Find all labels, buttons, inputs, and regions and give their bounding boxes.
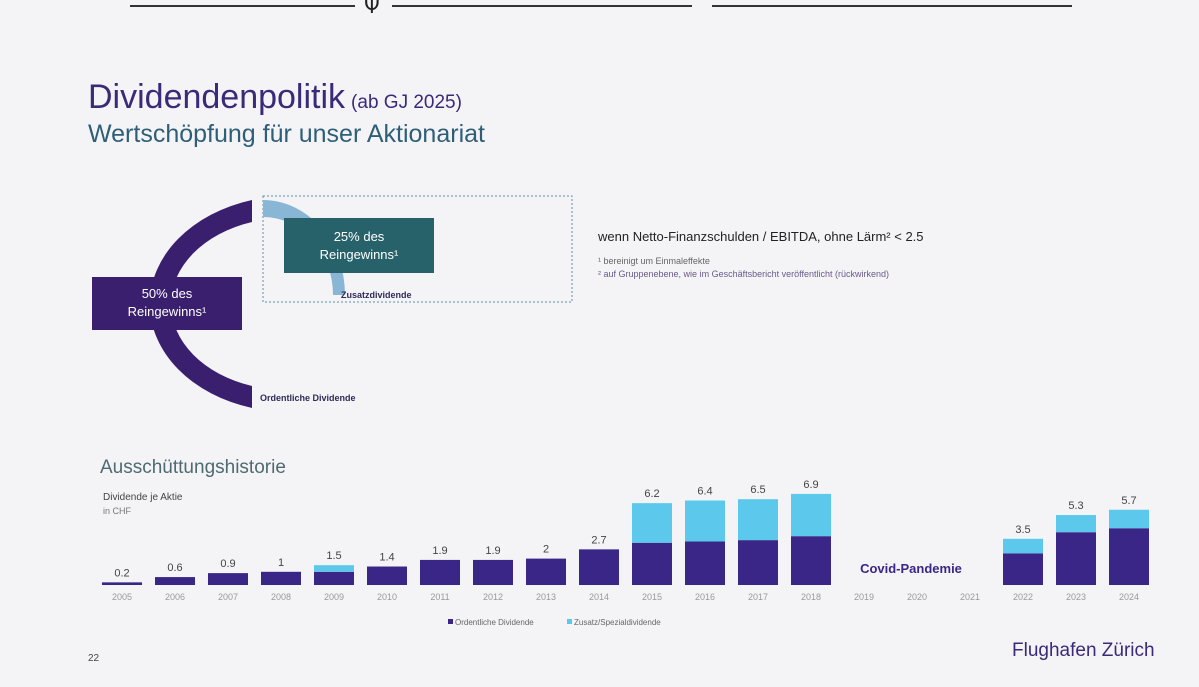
bars-group: 0.2 2005 0.6 2006 0.9 2007 1 2008 1.5 2009 1.4 2010… xyxy=(102,479,1149,602)
bar-ordinary-2005 xyxy=(102,582,142,585)
top-logo-icon: Ψ xyxy=(364,0,380,18)
bar-additional-2016 xyxy=(685,500,725,542)
legend-swatch-additional xyxy=(567,619,572,624)
ordinary-dividend-caption: Ordentliche Dividende xyxy=(260,393,356,403)
x-tick-2017: 2017 xyxy=(748,592,768,602)
data-label-2022: 3.5 xyxy=(1015,524,1030,536)
x-tick-2005: 2005 xyxy=(112,592,132,602)
x-tick-2010: 2010 xyxy=(377,592,397,602)
data-label-2008: 1 xyxy=(278,557,284,569)
additional-dividend-box xyxy=(284,218,434,273)
x-tick-2006: 2006 xyxy=(165,592,185,602)
x-tick-2009: 2009 xyxy=(324,592,344,602)
bar-ordinary-2009 xyxy=(314,571,354,585)
x-tick-2013: 2013 xyxy=(536,592,556,602)
data-label-2007: 0.9 xyxy=(220,558,235,570)
data-label-2017: 6.5 xyxy=(750,484,765,496)
bar-ordinary-2006 xyxy=(155,577,195,585)
data-label-2011: 1.9 xyxy=(432,545,447,557)
page-subtitle: Wertschöpfung für unser Aktionariat xyxy=(88,120,485,148)
x-tick-2024: 2024 xyxy=(1119,592,1139,602)
additional-dividend-frame xyxy=(262,195,573,303)
page-number: 22 xyxy=(88,653,100,664)
bar-ordinary-2012 xyxy=(473,559,513,585)
additional-box-pct: 25% des xyxy=(334,229,385,244)
footnote-1: ¹ bereinigt um Einmaleffekte xyxy=(598,256,710,266)
x-tick-2008: 2008 xyxy=(271,592,291,602)
data-label-2012: 1.9 xyxy=(485,545,500,557)
legend-label-additional: Zusatz/Spezialdividende xyxy=(574,618,661,627)
data-label-2014: 2.7 xyxy=(591,534,606,546)
x-tick-2014: 2014 xyxy=(589,592,609,602)
bar-additional-2022 xyxy=(1003,538,1043,554)
page-title-text: Dividendenpolitik xyxy=(88,78,346,116)
bar-ordinary-2007 xyxy=(208,573,248,585)
bar-ordinary-2008 xyxy=(261,571,301,585)
data-label-2005: 0.2 xyxy=(114,567,129,579)
dividend-history-chart: Covid-Pandemie 0.2 2005 0.6 2006 0.9 2007 1 200… xyxy=(102,479,1149,627)
bar-ordinary-2014 xyxy=(579,549,619,585)
x-tick-2015: 2015 xyxy=(642,592,662,602)
chart-legend: Ordentliche Dividende Zusatz/Spezialdivi… xyxy=(448,618,661,627)
x-tick-2019: 2019 xyxy=(854,592,874,602)
top-divider-middle xyxy=(392,5,692,7)
y-axis-label: Dividende je Aktie xyxy=(103,492,183,503)
data-label-2013: 2 xyxy=(543,544,549,556)
covid-label: Covid-Pandemie xyxy=(860,561,962,576)
data-label-2010: 1.4 xyxy=(379,552,394,564)
x-tick-2022: 2022 xyxy=(1013,592,1033,602)
data-label-2015: 6.2 xyxy=(644,488,659,500)
bar-additional-2015 xyxy=(632,503,672,543)
data-label-2024: 5.7 xyxy=(1121,495,1136,507)
bar-additional-2018 xyxy=(791,493,831,537)
ordinary-dividend-box xyxy=(92,277,242,330)
bar-ordinary-2010 xyxy=(367,566,407,585)
additional-dividend-caption: Zusatzdividende xyxy=(341,290,412,300)
x-tick-2023: 2023 xyxy=(1066,592,1086,602)
bar-ordinary-2016 xyxy=(685,541,725,585)
x-tick-2007: 2007 xyxy=(218,592,238,602)
bar-additional-2009 xyxy=(314,565,354,572)
top-bar: Ψ xyxy=(0,0,1199,18)
additional-box-rest: Reingewinns¹ xyxy=(320,247,399,262)
bar-additional-2024 xyxy=(1109,509,1149,529)
bar-ordinary-2018 xyxy=(791,536,831,585)
legend-swatch-ordinary xyxy=(448,619,453,624)
bar-ordinary-2015 xyxy=(632,542,672,585)
dividend-policy-diagram: 50% des Reingewinns¹ 25% des Reingewinns… xyxy=(92,195,573,408)
data-label-2018: 6.9 xyxy=(803,479,818,491)
bar-ordinary-2017 xyxy=(738,540,778,585)
ordinary-dividend-arc xyxy=(149,200,252,408)
bar-ordinary-2022 xyxy=(1003,553,1043,585)
x-tick-2021: 2021 xyxy=(960,592,980,602)
ordinary-box-pct: 50% des xyxy=(142,286,193,301)
footnote-2: ² auf Gruppenebene, wie im Geschäftsberi… xyxy=(598,269,889,279)
bar-ordinary-2023 xyxy=(1056,532,1096,585)
legend-label-ordinary: Ordentliche Dividende xyxy=(455,618,534,627)
top-divider-left xyxy=(130,5,355,7)
ordinary-box-rest: Reingewinns¹ xyxy=(128,304,207,319)
history-title: Ausschüttungshistorie xyxy=(100,457,286,478)
x-tick-2018: 2018 xyxy=(801,592,821,602)
top-divider-right xyxy=(712,5,1072,7)
bar-ordinary-2011 xyxy=(420,559,460,585)
bar-ordinary-2013 xyxy=(526,558,566,585)
bar-ordinary-2024 xyxy=(1109,528,1149,585)
data-label-2006: 0.6 xyxy=(167,562,182,574)
data-label-2023: 5.3 xyxy=(1068,500,1083,512)
x-tick-2020: 2020 xyxy=(907,592,927,602)
x-tick-2011: 2011 xyxy=(430,592,449,602)
page-title-suffix: (ab GJ 2025) xyxy=(351,92,462,113)
x-tick-2012: 2012 xyxy=(483,592,503,602)
brand-wordmark: Flughafen Zürich xyxy=(1012,640,1155,661)
bar-additional-2017 xyxy=(738,499,778,541)
bar-additional-2023 xyxy=(1056,515,1096,533)
data-label-2009: 1.5 xyxy=(326,550,341,562)
data-label-2016: 6.4 xyxy=(697,486,712,498)
policy-condition: wenn Netto-Finanzschulden / EBITDA, ohne… xyxy=(598,229,924,244)
y-axis-unit: in CHF xyxy=(103,506,132,516)
x-tick-2016: 2016 xyxy=(695,592,715,602)
page-title: Dividendenpolitik (ab GJ 2025) xyxy=(88,78,462,117)
